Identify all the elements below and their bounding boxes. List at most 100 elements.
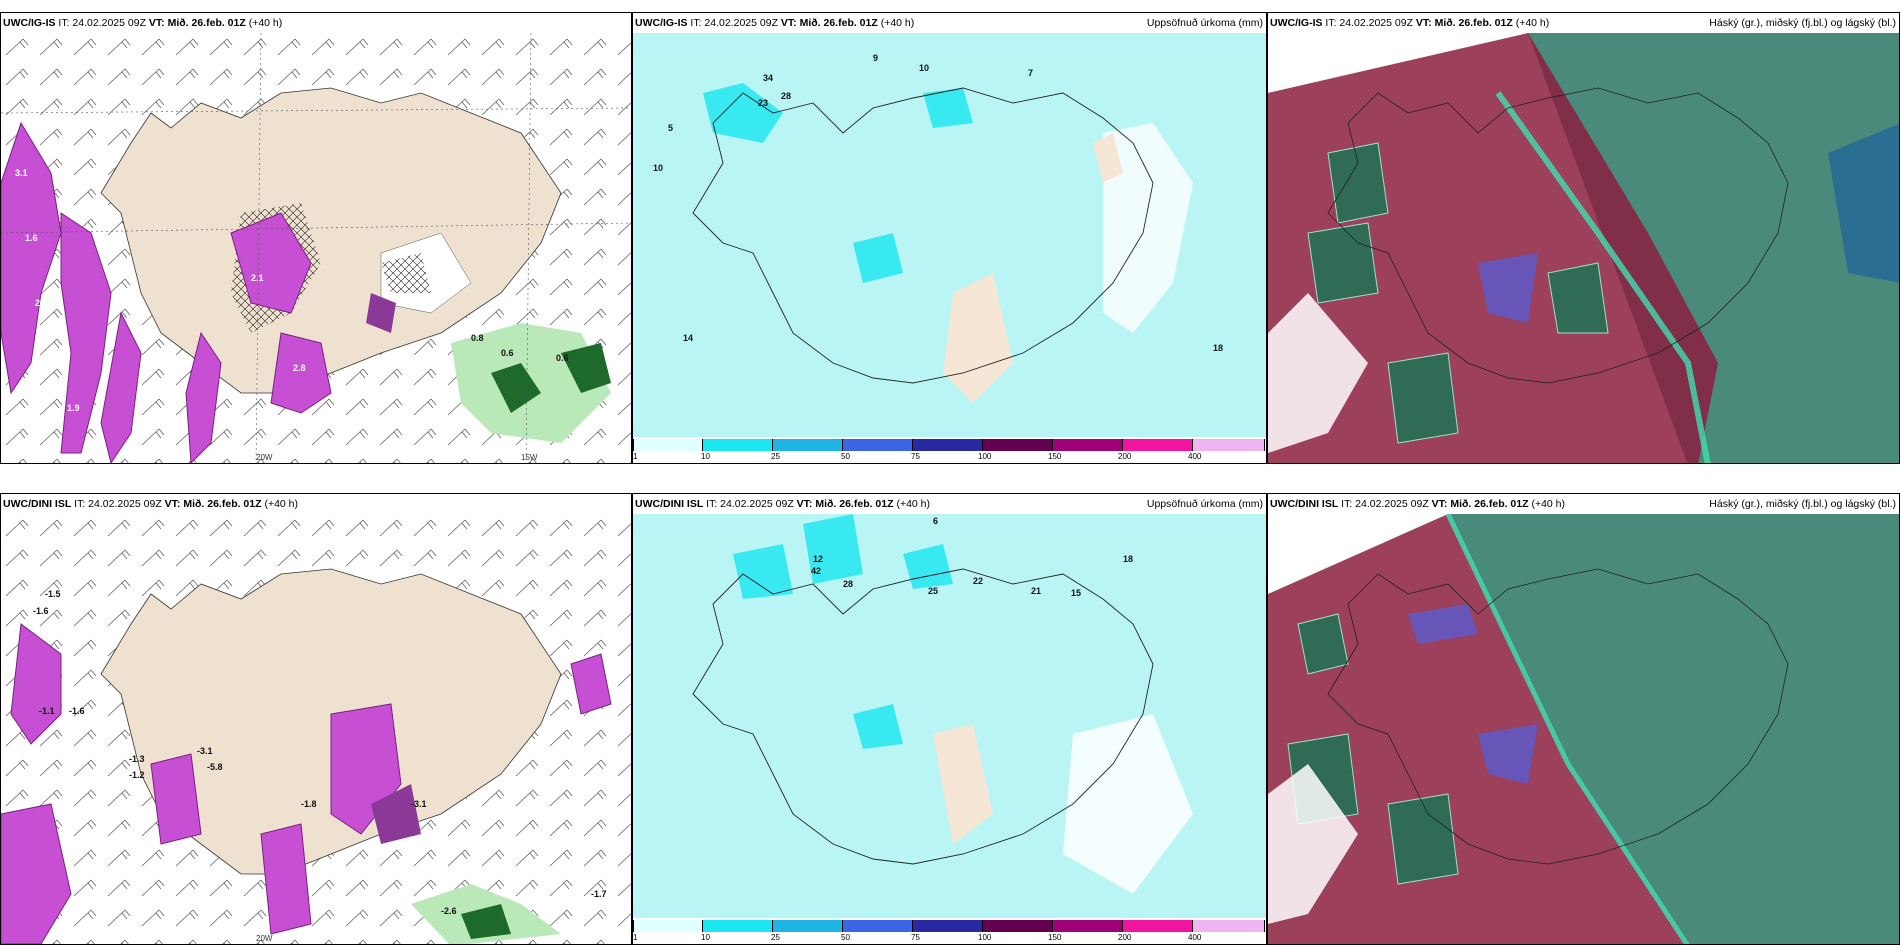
precip-value: 25 bbox=[928, 586, 939, 596]
temp-label: 0.6 bbox=[556, 353, 569, 363]
valid-time: Mið. 26.feb. 01Z bbox=[799, 17, 878, 29]
colorbar-tick: 50 bbox=[841, 452, 850, 461]
precip-value: 9 bbox=[873, 53, 879, 63]
panel-header: UWC/IG-IS IT: 24.02.2025 09Z VT: Mið. 26… bbox=[1268, 13, 1899, 33]
temperature-map: -1.5 -1.6 -1.1 -1.6 -1.3 -1.2 -3.1 -5.8 … bbox=[1, 514, 631, 944]
valid-time: Mið. 26.feb. 01Z bbox=[1434, 17, 1513, 29]
temp-label: -3.1 bbox=[197, 746, 213, 756]
precip-value: 18 bbox=[1213, 343, 1224, 353]
precipitation-colorbar: 1 10 25 50 75 100 150 200 400 bbox=[633, 437, 1266, 463]
precip-value: 34 bbox=[763, 73, 774, 83]
panel-title: Háský (gr.), miðský (fj.bl.) og lágský (… bbox=[1709, 17, 1896, 29]
valid-time: Mið. 26.feb. 01Z bbox=[167, 17, 246, 29]
precip-value: 5 bbox=[668, 123, 674, 133]
valid-label: VT: bbox=[1431, 498, 1448, 510]
panel-header: UWC/DINI ISL IT: 24.02.2025 09Z VT: Mið.… bbox=[1268, 494, 1899, 514]
precip-value: 7 bbox=[1028, 68, 1034, 78]
precip-value: 15 bbox=[1071, 588, 1082, 598]
valid-time: Mið. 26.feb. 01Z bbox=[1450, 498, 1529, 510]
temp-label: 0.6 bbox=[501, 348, 514, 358]
temp-label: 1.9 bbox=[67, 403, 80, 413]
valid-time: Mið. 26.feb. 01Z bbox=[183, 498, 262, 510]
colorbar-tick: 400 bbox=[1188, 452, 1202, 461]
model-name: UWC/IG-IS bbox=[3, 17, 56, 29]
temp-label: 2.8 bbox=[293, 363, 306, 373]
precipitation-colorbar: 1 10 25 50 75 100 150 200 400 bbox=[633, 918, 1266, 944]
precip-value: 23 bbox=[758, 98, 769, 108]
colorbar-tick: 150 bbox=[1048, 452, 1062, 461]
map-canvas bbox=[1268, 33, 1899, 463]
iceland-coastline bbox=[692, 568, 1154, 865]
temp-label: 2.4 bbox=[35, 298, 48, 308]
precip-value: 18 bbox=[1123, 554, 1134, 564]
colorbar-tick: 100 bbox=[978, 452, 992, 461]
precipitation-map: 9 10 7 5 10 14 18 23 28 34 bbox=[633, 33, 1266, 437]
temp-label: -1.2 bbox=[129, 770, 145, 780]
lead-time: (+40 h) bbox=[248, 17, 283, 29]
panel-ig-temperature: UWC/IG-IS IT: 24.02.2025 09Z VT: Mið. 26… bbox=[0, 12, 632, 464]
precip-value: 28 bbox=[781, 91, 792, 101]
valid-label: VT: bbox=[1415, 17, 1432, 29]
temp-label: -3.1 bbox=[411, 799, 427, 809]
iceland-coastline bbox=[1327, 568, 1789, 865]
colorbar-tick: 75 bbox=[911, 933, 920, 942]
init-time: IT: 24.02.2025 09Z bbox=[58, 17, 146, 29]
temp-label: -5.8 bbox=[207, 762, 223, 772]
lead-time: (+40 h) bbox=[1531, 498, 1566, 510]
init-time: IT: 24.02.2025 09Z bbox=[1325, 17, 1413, 29]
temp-label: 0.8 bbox=[471, 333, 484, 343]
colorbar-tick: 100 bbox=[978, 933, 992, 942]
panel-title: Háský (gr.), miðský (fj.bl.) og lágský (… bbox=[1709, 498, 1896, 510]
temp-label: -2.6 bbox=[441, 906, 457, 916]
init-time: IT: 24.02.2025 09Z bbox=[690, 17, 778, 29]
colorbar-tick: 1 bbox=[633, 933, 638, 942]
panel-dini-temperature: UWC/DINI ISL IT: 24.02.2025 09Z VT: Mið.… bbox=[0, 493, 632, 945]
model-name: UWC/DINI ISL bbox=[3, 498, 72, 510]
temp-label: -1.6 bbox=[33, 606, 49, 616]
iceland-coastline bbox=[692, 87, 1154, 384]
panel-ig-clouds: UWC/IG-IS IT: 24.02.2025 09Z VT: Mið. 26… bbox=[1267, 12, 1900, 464]
cloud-map bbox=[1268, 33, 1899, 463]
precip-value: 12 bbox=[813, 554, 824, 564]
cloud-map bbox=[1268, 514, 1899, 944]
precip-value: 14 bbox=[683, 333, 694, 343]
precip-value: 6 bbox=[933, 516, 939, 526]
temperature-map: 3.1 2.4 1.9 1.6 2.1 2.8 0.6 0.8 0.6 20W … bbox=[1, 33, 631, 463]
model-name: UWC/DINI ISL bbox=[635, 498, 704, 510]
valid-label: VT: bbox=[796, 498, 813, 510]
map-canvas bbox=[1268, 514, 1899, 944]
precip-value: 10 bbox=[653, 163, 664, 173]
lead-time: (+40 h) bbox=[880, 17, 915, 29]
temp-label: -1.8 bbox=[301, 799, 317, 809]
longitude-label: 15W bbox=[521, 453, 538, 462]
longitude-label: 20W bbox=[256, 453, 273, 462]
colorbar-tick: 10 bbox=[701, 452, 710, 461]
map-canvas bbox=[633, 514, 1266, 918]
colorbar-tick: 25 bbox=[771, 933, 780, 942]
init-time: IT: 24.02.2025 09Z bbox=[1341, 498, 1429, 510]
colorbar-tick: 200 bbox=[1118, 933, 1132, 942]
panel-title: Uppsöfnuð úrkoma (mm) bbox=[1146, 498, 1263, 510]
precip-value: 22 bbox=[973, 576, 984, 586]
panel-header: UWC/DINI ISL IT: 24.02.2025 09Z VT: Mið.… bbox=[1, 494, 631, 514]
temp-label: -1.5 bbox=[45, 589, 61, 599]
colorbar-tick: 150 bbox=[1048, 933, 1062, 942]
valid-time: Mið. 26.feb. 01Z bbox=[815, 498, 894, 510]
colorbar-tick: 10 bbox=[701, 933, 710, 942]
valid-label: VT: bbox=[164, 498, 181, 510]
init-time: IT: 24.02.2025 09Z bbox=[706, 498, 794, 510]
map-canvas bbox=[633, 33, 1266, 437]
precipitation-map: 6 12 28 42 25 22 21 15 18 bbox=[633, 514, 1266, 918]
panel-header: UWC/IG-IS IT: 24.02.2025 09Z VT: Mið. 26… bbox=[633, 13, 1266, 33]
temp-label: 1.6 bbox=[25, 233, 38, 243]
lead-time: (+40 h) bbox=[264, 498, 299, 510]
init-time: IT: 24.02.2025 09Z bbox=[74, 498, 162, 510]
map-canvas bbox=[1, 33, 631, 463]
colorbar-tick: 400 bbox=[1188, 933, 1202, 942]
colorbar-tick: 1 bbox=[633, 452, 638, 461]
valid-label: VT: bbox=[148, 17, 165, 29]
iceland-coastline bbox=[1327, 87, 1789, 384]
temp-label: -1.7 bbox=[591, 889, 607, 899]
lead-time: (+40 h) bbox=[1515, 17, 1550, 29]
precip-value: 10 bbox=[919, 63, 930, 73]
